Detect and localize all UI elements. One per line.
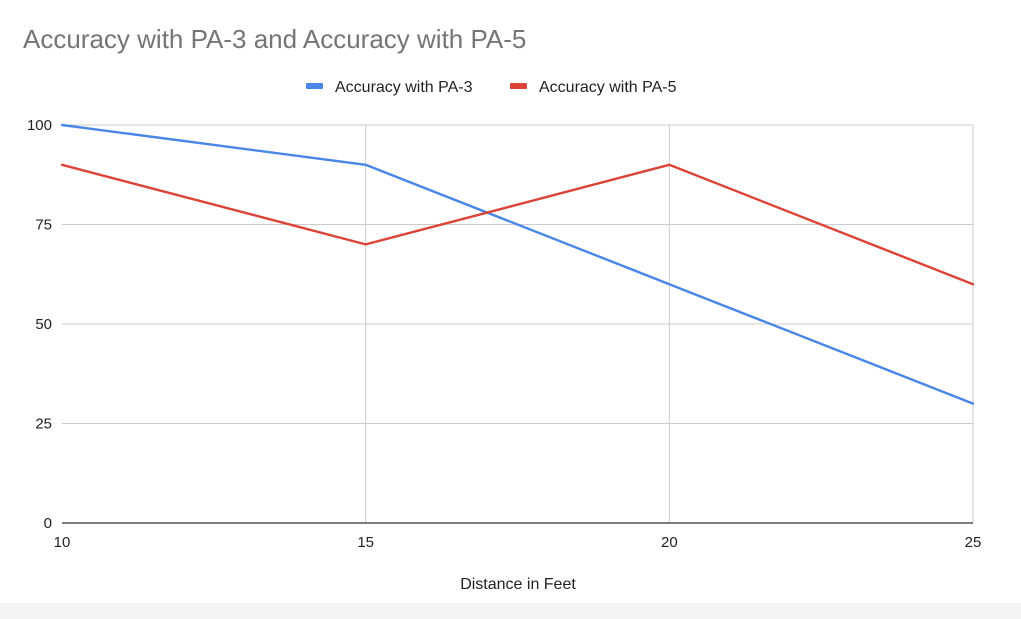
chart-card: Accuracy with PA-3 and Accuracy with PA-… xyxy=(0,0,1021,603)
y-tick-label: 25 xyxy=(35,416,52,433)
x-tick-label: 15 xyxy=(357,534,374,551)
y-tick-label: 100 xyxy=(27,117,52,134)
x-tick-label: 10 xyxy=(54,534,71,551)
y-tick-label: 75 xyxy=(35,217,52,234)
legend-label-2: Accuracy with PA-5 xyxy=(539,79,677,96)
series-line-1 xyxy=(60,123,975,405)
legend: Accuracy with PA-3 Accuracy with PA-5 xyxy=(306,79,677,96)
y-tick-label: 0 xyxy=(44,515,52,532)
series-line-2 xyxy=(60,163,975,286)
chart-title: Accuracy with PA-3 and Accuracy with PA-… xyxy=(23,24,527,54)
legend-swatch-2 xyxy=(510,83,527,89)
series-lines xyxy=(60,123,975,405)
x-tick-label: 25 xyxy=(965,534,982,551)
x-axis-title: Distance in Feet xyxy=(460,576,576,593)
legend-label-1: Accuracy with PA-3 xyxy=(335,79,473,96)
axes: 0 25 50 75 100 10 15 20 25 xyxy=(27,117,981,551)
legend-swatch-1 xyxy=(306,83,323,89)
gridlines xyxy=(62,124,974,523)
y-tick-label: 50 xyxy=(35,316,52,333)
x-tick-label: 20 xyxy=(661,534,678,551)
